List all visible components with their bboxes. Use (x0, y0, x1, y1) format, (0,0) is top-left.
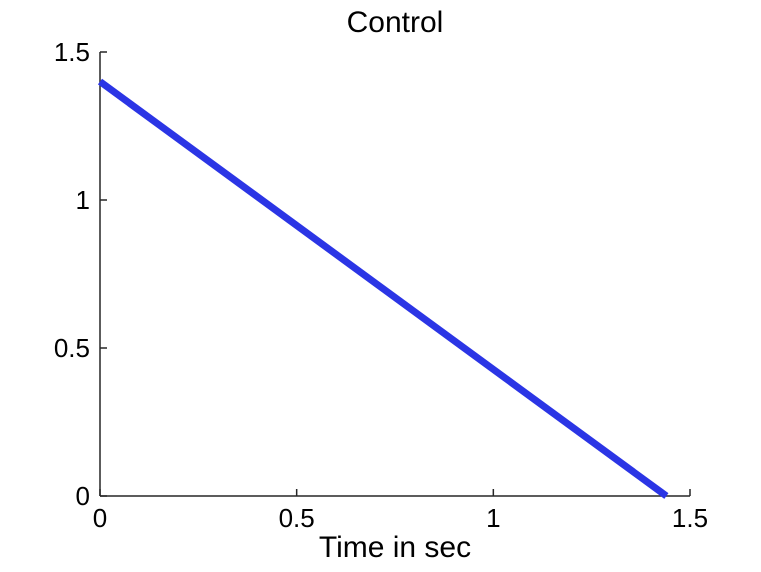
y-tick-label: 0.5 (53, 333, 90, 363)
y-tick-label: 1 (75, 185, 90, 215)
data-line-control-signal (97, 78, 669, 499)
x-axis-label: Time in sec (318, 531, 472, 564)
y-tick-label: 1.5 (53, 37, 90, 67)
x-tick-label: 0.5 (278, 503, 315, 533)
x-tick-label: 0 (92, 503, 108, 533)
x-tick-label: 1.5 (671, 503, 709, 533)
x-tick-label: 1 (486, 503, 501, 533)
y-tick-label: 0 (75, 481, 90, 511)
chart-title: Control (346, 6, 444, 39)
